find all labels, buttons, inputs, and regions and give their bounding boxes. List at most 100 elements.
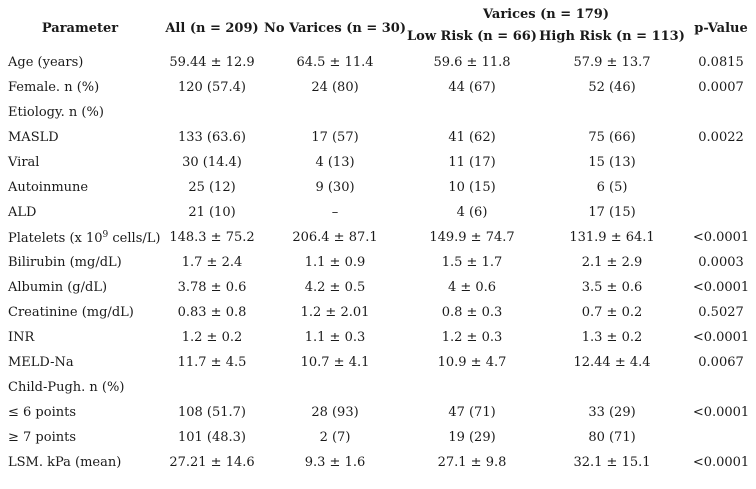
cell-no-varices: 1.2 ± 2.01 [300,305,370,320]
table-row: INR 1.2 ± 0.2 1.1 ± 0.3 1.2 ± 0.3 1.3 ± … [0,325,756,350]
cell-all: 21 (10) [188,205,236,220]
cell-low-risk: 11 (17) [448,155,496,170]
header-high-risk: High Risk (n = 113) [539,28,685,44]
cell-no-varices: 2 (7) [319,430,351,445]
cell-p-value: <0.0001 [692,455,750,470]
cell-no-varices: 28 (93) [311,405,359,420]
header-varices: Varices (n = 179) [483,7,609,22]
row-label: MASLD [8,130,59,145]
cell-high-risk: 80 (71) [588,430,636,445]
cell-high-risk: 32.1 ± 15.1 [573,455,651,470]
cell-low-risk [406,375,538,400]
cell-no-varices: 10.7 ± 4.1 [300,355,370,370]
cell-no-varices: 206.4 ± 87.1 [292,230,378,245]
row-label: LSM. kPa (mean) [8,455,122,470]
row-label: ALD [8,205,37,220]
cell-no-varices: 9 (30) [315,180,355,195]
table-row: Female. n (%) 120 (57.4) 24 (80) 44 (67)… [0,75,756,100]
cell-all: 25 (12) [188,180,236,195]
cell-p-value: 0.0067 [698,355,744,370]
cell-high-risk: 57.9 ± 13.7 [573,55,651,70]
cell-low-risk: 47 (71) [448,405,496,420]
row-label: Albumin (g/dL) [8,280,108,295]
cell-high-risk: 1.3 ± 0.2 [581,330,643,345]
header-low-risk: Low Risk (n = 66) [407,28,537,44]
cell-p-value: <0.0001 [692,330,750,345]
cell-p-value [686,100,756,125]
table-row: Etiology. n (%) [0,100,756,125]
table-row: Child-Pugh. n (%) [0,375,756,400]
cell-all: 3.78 ± 0.6 [177,280,247,295]
cell-p-value: <0.0001 [692,280,750,295]
cell-no-varices: 64.5 ± 11.4 [296,55,374,70]
cell-high-risk: 0.7 ± 0.2 [581,305,643,320]
cell-high-risk: 75 (66) [588,130,636,145]
row-label: Viral [8,155,40,170]
row-label: INR [8,330,35,345]
table-row: Autoinmune 25 (12) 9 (30) 10 (15) 6 (5) [0,175,756,200]
cell-all: 1.2 ± 0.2 [181,330,243,345]
cell-high-risk: 52 (46) [588,80,636,95]
cell-no-varices: 4.2 ± 0.5 [304,280,366,295]
cell-all: 0.83 ± 0.8 [177,305,247,320]
cell-all [160,100,264,125]
table-row: Age (years) 59.44 ± 12.9 64.5 ± 11.4 59.… [0,50,756,75]
cell-p-value: 0.0007 [698,80,744,95]
cell-no-varices: 17 (57) [311,130,359,145]
cell-all: 1.7 ± 2.4 [181,255,243,270]
cell-high-risk: 15 (13) [588,155,636,170]
cell-all: 59.44 ± 12.9 [169,55,255,70]
table-row: Albumin (g/dL) 3.78 ± 0.6 4.2 ± 0.5 4 ± … [0,275,756,300]
cell-no-varices [264,100,406,125]
cell-p-value: <0.0001 [692,405,750,420]
cell-all: 27.21 ± 14.6 [169,455,255,470]
table-body: Age (years) 59.44 ± 12.9 64.5 ± 11.4 59.… [0,50,756,475]
table-row: Platelets (x 109 cells/L) 148.3 ± 75.2 2… [0,225,756,250]
cell-low-risk: 1.2 ± 0.3 [441,330,503,345]
cell-low-risk: 1.5 ± 1.7 [441,255,503,270]
cell-no-varices: 4 (13) [315,155,355,170]
cell-no-varices: 1.1 ± 0.3 [304,330,366,345]
cell-all: 148.3 ± 75.2 [169,230,255,245]
cell-low-risk: 0.8 ± 0.3 [441,305,503,320]
cell-low-risk: 10.9 ± 4.7 [437,355,507,370]
cell-high-risk [538,100,686,125]
cell-no-varices [264,375,406,400]
table-row: ALD 21 (10) – 4 (6) 17 (15) [0,200,756,225]
table-row: LSM. kPa (mean) 27.21 ± 14.6 9.3 ± 1.6 2… [0,450,756,475]
row-label: Autoinmune [8,180,89,195]
cell-p-value [686,425,756,450]
header-all: All (n = 209) [165,20,259,36]
cell-high-risk: 17 (15) [588,205,636,220]
cell-low-risk: 149.9 ± 74.7 [429,230,515,245]
cell-p-value [686,175,756,200]
table-row: MELD-Na 11.7 ± 4.5 10.7 ± 4.1 10.9 ± 4.7… [0,350,756,375]
cell-low-risk [406,100,538,125]
cell-high-risk [538,375,686,400]
cell-p-value: <0.0001 [692,230,750,245]
header-no-varices: No Varices (n = 30) [264,20,407,36]
cell-low-risk: 44 (67) [448,80,496,95]
cell-no-varices: 9.3 ± 1.6 [304,455,366,470]
row-label: ≤ 6 points [8,405,77,420]
cell-all: 101 (48.3) [177,430,247,445]
cell-low-risk: 4 ± 0.6 [447,280,497,295]
cell-no-varices: 24 (80) [311,80,359,95]
cell-low-risk: 41 (62) [448,130,496,145]
cell-all: 30 (14.4) [182,155,242,170]
cell-low-risk: 4 (6) [456,205,488,220]
cell-low-risk: 10 (15) [448,180,496,195]
cell-low-risk: 19 (29) [448,430,496,445]
cell-p-value [686,375,756,400]
cell-p-value: 0.5027 [698,305,744,320]
cell-high-risk: 12.44 ± 4.4 [573,355,651,370]
cell-no-varices: 1.1 ± 0.9 [304,255,366,270]
row-label: Bilirubin (mg/dL) [8,255,122,270]
header-row-sub: Low Risk (n = 66) High Risk (n = 113) [0,22,756,50]
cell-all [160,375,264,400]
table-row: ≥ 7 points 101 (48.3) 2 (7) 19 (29) 80 (… [0,425,756,450]
platelets-label-post: cells/L) [108,230,161,246]
row-label: ≥ 7 points [8,430,77,445]
row-label-platelets: Platelets (x 109 cells/L) [0,225,160,250]
cell-all: 11.7 ± 4.5 [177,355,247,370]
